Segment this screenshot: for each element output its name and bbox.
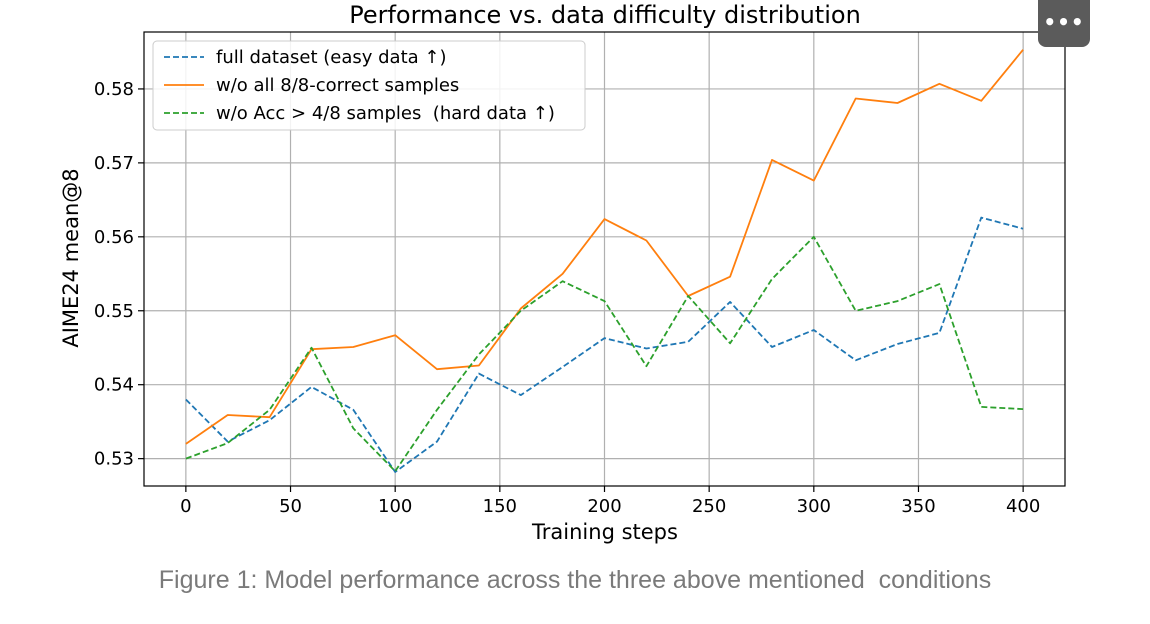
series-line-1	[185, 49, 1024, 445]
x-tick-label: 100	[378, 496, 412, 517]
x-tick-label: 150	[483, 496, 517, 517]
y-tick-label: 0.56	[94, 227, 134, 248]
legend-label-wo-correct: w/o all 8/8-correct samples	[216, 75, 459, 96]
x-tick-label: 200	[587, 496, 621, 517]
x-tick-label: 0	[180, 496, 191, 517]
grid-lines	[144, 32, 1065, 486]
y-axis-label: AIME24 mean@8	[59, 168, 83, 347]
y-tick-label: 0.57	[94, 153, 134, 174]
legend-label-wo-acc: w/o Acc > 4/8 samples (hard data ↑)	[216, 103, 555, 124]
legend: full dataset (easy data ↑) w/o all 8/8-c…	[152, 40, 586, 131]
more-horizontal-icon: •••	[1043, 9, 1085, 34]
y-tick-label: 0.55	[94, 301, 134, 322]
x-tick-label: 250	[692, 496, 726, 517]
y-tick-label: 0.53	[94, 449, 134, 470]
line-chart: Performance vs. data difficulty distribu…	[59, 1, 1066, 544]
y-tick-label: 0.54	[94, 375, 134, 396]
x-axis-label: Training steps	[531, 520, 678, 544]
chart-title: Performance vs. data difficulty distribu…	[349, 1, 861, 29]
x-tick-label: 400	[1006, 496, 1040, 517]
axis-ticks: 0 50 100 150 200 250 300 350 400 0.53 0.54 0.55 0.56…	[94, 79, 1040, 517]
y-tick-label: 0.58	[94, 79, 134, 100]
legend-box	[152, 40, 586, 131]
series-lines	[185, 49, 1024, 473]
figure-caption: Figure 1: Model performance across the t…	[158, 566, 992, 594]
legend-label-full-dataset: full dataset (easy data ↑)	[216, 47, 447, 68]
series-line-0	[185, 216, 1024, 473]
x-tick-label: 350	[901, 496, 935, 517]
more-options-button[interactable]: •••	[1038, 0, 1090, 47]
x-tick-label: 50	[279, 496, 302, 517]
series-line-2	[185, 235, 1024, 473]
x-tick-label: 300	[797, 496, 831, 517]
